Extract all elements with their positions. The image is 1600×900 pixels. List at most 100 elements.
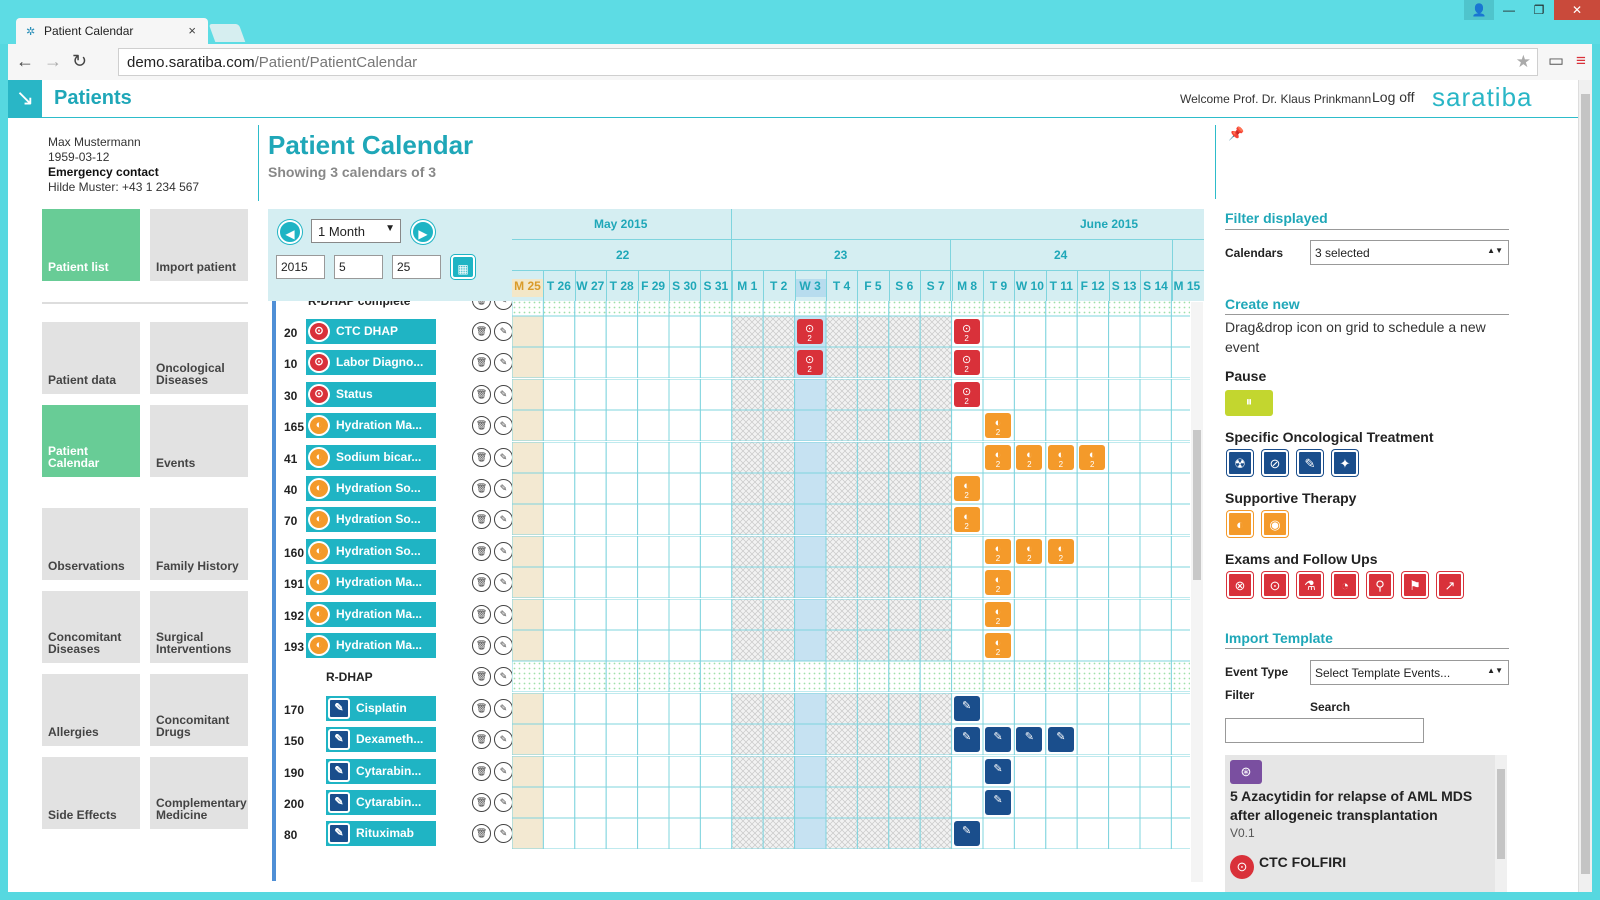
event-pill[interactable]: ◐ Hydration So... xyxy=(306,476,436,501)
day-cell[interactable] xyxy=(731,316,764,347)
day-cell[interactable] xyxy=(982,316,1015,347)
nav-tile[interactable]: Patient data xyxy=(42,322,140,394)
day-cell[interactable] xyxy=(512,661,544,693)
event-type-select[interactable]: Select Template Events... ▲▼ xyxy=(1310,660,1509,685)
day-cell[interactable] xyxy=(699,818,733,850)
day-cell[interactable] xyxy=(1170,692,1190,724)
day-cell[interactable] xyxy=(762,598,796,630)
event-pill[interactable]: ◐ Hydration Ma... xyxy=(306,601,436,627)
day-cell[interactable] xyxy=(731,535,764,567)
day-cell[interactable] xyxy=(1076,316,1110,347)
day-cell[interactable] xyxy=(856,301,890,316)
day-cell[interactable] xyxy=(668,316,701,347)
day-cell[interactable] xyxy=(1108,504,1141,536)
trash-icon[interactable]: 🗑 xyxy=(472,416,491,436)
edit-icon[interactable]: ✎ xyxy=(494,301,513,310)
day-cell[interactable] xyxy=(919,410,953,442)
trash-icon[interactable]: 🗑 xyxy=(472,730,491,750)
day-cell[interactable] xyxy=(637,301,670,316)
day-cell[interactable] xyxy=(637,818,670,850)
day-cell[interactable] xyxy=(1076,473,1110,504)
day-cell[interactable] xyxy=(605,692,639,724)
day-cell[interactable] xyxy=(668,755,701,787)
day-cell[interactable] xyxy=(512,378,544,410)
day-cell[interactable] xyxy=(1076,724,1110,756)
edit-icon[interactable]: ✎ xyxy=(494,824,513,844)
day-cell[interactable] xyxy=(699,441,733,473)
day-cell[interactable] xyxy=(605,504,639,536)
day-cell[interactable] xyxy=(699,378,733,410)
day-cell[interactable] xyxy=(731,724,764,756)
day-cell[interactable] xyxy=(762,441,796,473)
day-cells[interactable] xyxy=(512,787,1190,818)
scrollbar-thumb[interactable] xyxy=(1193,430,1201,580)
scalpel-icon[interactable]: ⊘ xyxy=(1262,450,1288,476)
day-cell[interactable] xyxy=(605,598,639,630)
day-cell[interactable] xyxy=(637,316,670,347)
day-cell[interactable] xyxy=(668,473,701,504)
day-cells[interactable] xyxy=(512,301,1190,316)
day-cell[interactable] xyxy=(762,347,796,379)
day-cell[interactable] xyxy=(1170,441,1190,473)
day-cell[interactable] xyxy=(1076,347,1110,379)
day-cell[interactable] xyxy=(542,818,576,850)
day-cell[interactable] xyxy=(699,661,733,693)
scheduled-event-syringe-icon[interactable]: ✎ xyxy=(985,790,1011,815)
day-cell[interactable] xyxy=(825,598,858,630)
event-pill[interactable]: ✎ Cisplatin xyxy=(326,695,436,721)
day-cell[interactable] xyxy=(1013,661,1047,693)
day-cell[interactable] xyxy=(731,630,764,661)
day-cell[interactable] xyxy=(1045,598,1078,630)
day-cell[interactable] xyxy=(1013,347,1047,379)
day-cell[interactable] xyxy=(699,410,733,442)
day-cell[interactable] xyxy=(1045,818,1078,850)
day-cell[interactable] xyxy=(794,504,827,536)
day-cell[interactable] xyxy=(699,301,733,316)
day-cell[interactable] xyxy=(982,818,1015,850)
day-cell[interactable] xyxy=(825,535,858,567)
edit-icon[interactable]: ✎ xyxy=(494,479,513,498)
day-cell[interactable] xyxy=(825,441,858,473)
edit-icon[interactable]: ✎ xyxy=(494,573,513,593)
day-cell[interactable] xyxy=(794,301,827,316)
day-cell[interactable] xyxy=(982,504,1015,536)
nav-tile[interactable]: Complementary Medicine xyxy=(150,757,248,829)
day-cell[interactable] xyxy=(699,504,733,536)
day-cell[interactable] xyxy=(1170,661,1190,693)
minimize-icon[interactable]: — xyxy=(1503,3,1515,17)
day-cell[interactable] xyxy=(1076,755,1110,787)
trash-icon[interactable]: 🗑 xyxy=(472,384,491,404)
day-cell[interactable] xyxy=(668,567,701,599)
day-cell[interactable] xyxy=(668,661,701,693)
day-cell[interactable] xyxy=(1170,378,1190,410)
day-cell[interactable] xyxy=(605,441,639,473)
day-cell[interactable] xyxy=(1108,692,1141,724)
back-icon[interactable]: ← xyxy=(16,51,34,71)
bookmark-star-icon[interactable]: ★ xyxy=(1515,52,1531,71)
day-cell[interactable] xyxy=(888,630,921,661)
day-cell[interactable] xyxy=(856,473,890,504)
day-cell[interactable] xyxy=(605,630,639,661)
day-cell[interactable] xyxy=(888,755,921,787)
day-cell[interactable] xyxy=(574,787,607,818)
day-cell[interactable] xyxy=(699,724,733,756)
day-cell[interactable] xyxy=(1139,661,1172,693)
month-input[interactable] xyxy=(334,255,383,279)
day-cell[interactable] xyxy=(825,316,858,347)
day-cell[interactable] xyxy=(637,410,670,442)
day-cell[interactable] xyxy=(951,567,984,599)
grid-scrollbar[interactable] xyxy=(1191,302,1203,882)
day-cell[interactable] xyxy=(668,301,701,316)
day-cell[interactable] xyxy=(699,347,733,379)
day-cell[interactable] xyxy=(542,316,576,347)
day-cells[interactable] xyxy=(512,630,1190,661)
day-cell[interactable] xyxy=(1139,724,1172,756)
edit-icon[interactable]: ✎ xyxy=(494,761,513,781)
day-cell[interactable] xyxy=(1170,630,1190,661)
maximize-icon[interactable]: ❐ xyxy=(1533,3,1545,17)
day-cell[interactable] xyxy=(762,535,796,567)
day-cell[interactable] xyxy=(574,692,607,724)
range-select[interactable]: 1 Month ▼ xyxy=(311,219,401,243)
scheduled-event-thermometer-icon[interactable]: ⊙ 2 xyxy=(953,381,980,407)
day-cell[interactable] xyxy=(825,410,858,442)
